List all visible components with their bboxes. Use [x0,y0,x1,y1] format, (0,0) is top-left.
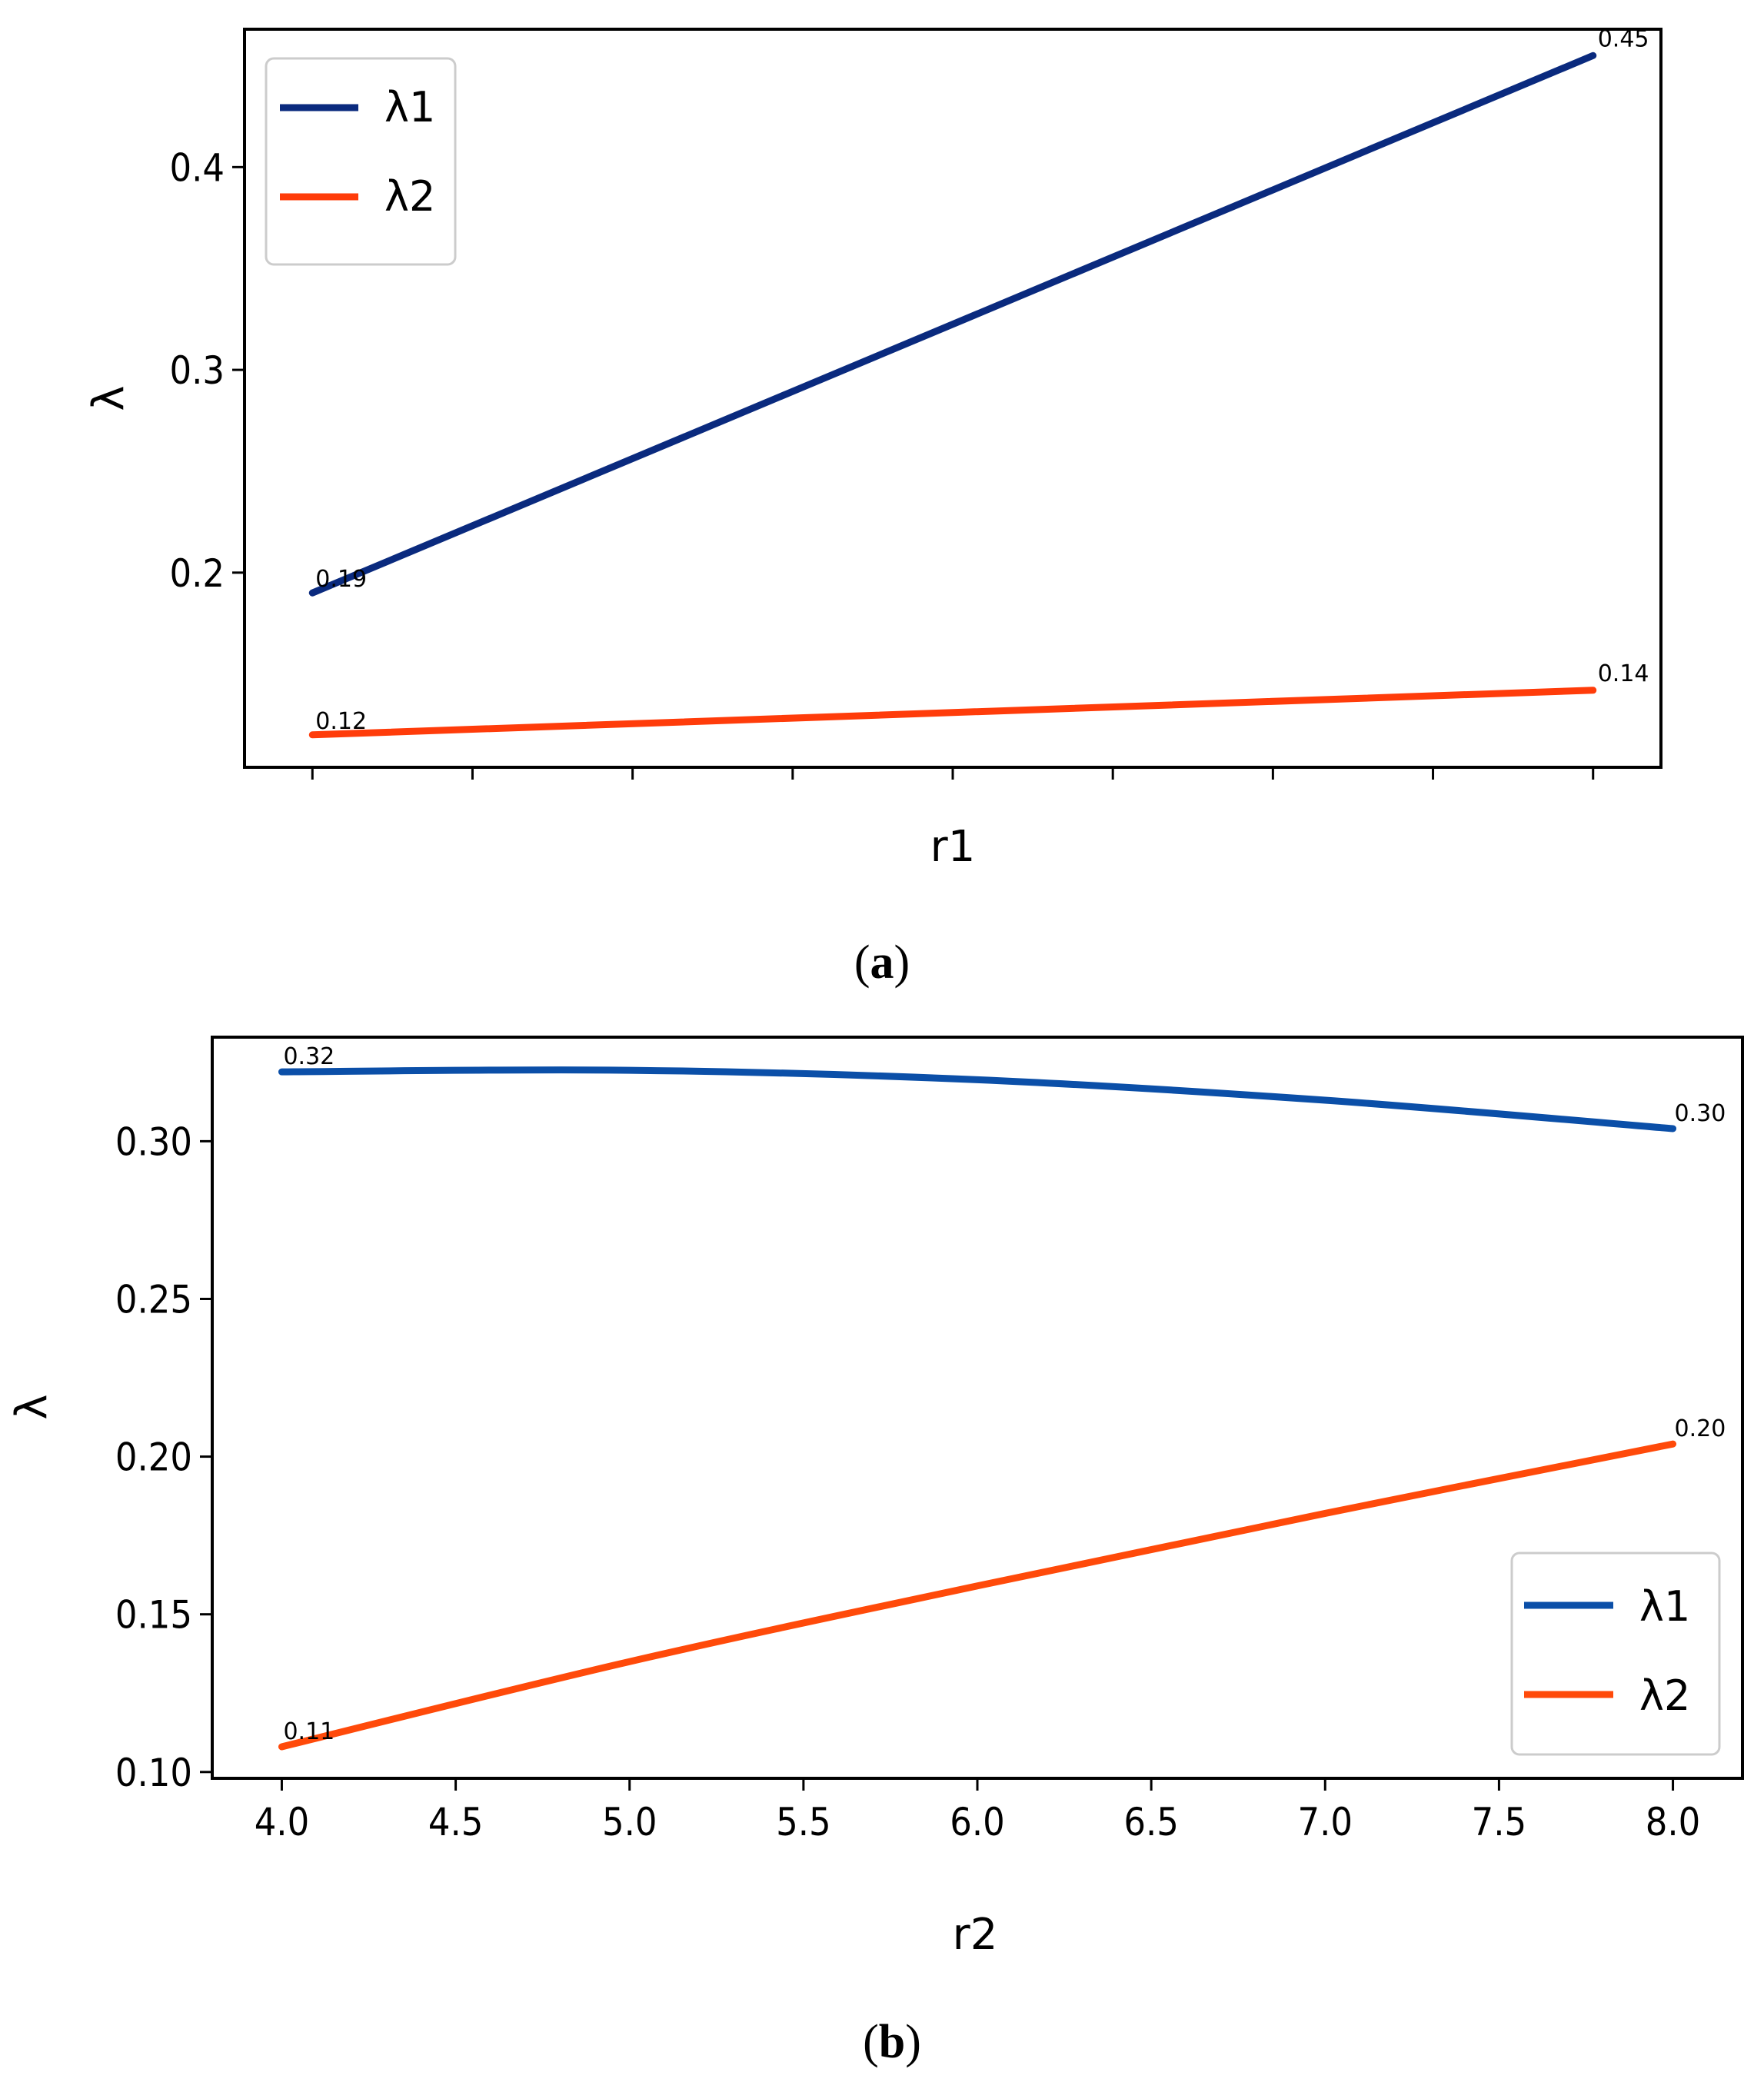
chart-b-point-label-lambda1: 0.32 [283,1043,334,1070]
chart-a-y-tick-label: 0.4 [169,145,225,190]
chart-a-x-axis-label: r1 [930,822,976,872]
chart-a-caption: (a) [854,936,910,989]
chart-b-legend-label-lambda2: λ2 [1639,1671,1690,1720]
chart-a-point-label-lambda2: 0.14 [1598,660,1649,687]
chart-b-series-line-lambda1 [278,1066,1677,1132]
chart-b-y-tick-label: 0.30 [115,1119,192,1164]
chart-b-series-line-lambda2 [278,1440,1677,1751]
chart-a-series-line-lambda1 [308,52,1597,597]
chart-a-y-ticks: 0.2 0.3 0.4 [169,145,245,596]
chart-b-y-tick-label: 0.15 [115,1593,192,1638]
chart-a-series [308,52,1597,739]
chart-b-x-tick-label: 7.5 [1472,1800,1527,1844]
chart-a-point-label-lambda1: 0.45 [1598,25,1649,52]
chart-b-x-tick-label: 5.0 [602,1800,657,1844]
chart-a-caption-letter: a [870,936,894,989]
chart-b-x-tick-label: 6.0 [950,1800,1005,1844]
chart-a-y-tick-label: 0.2 [169,551,225,596]
chart-b-legend-label-lambda1: λ1 [1639,1582,1690,1631]
chart-b-x-tick-label: 4.0 [255,1800,310,1844]
chart-b-legend: λ1 λ2 [1510,1552,1721,1756]
chart-a-point-labels: 0.19 0.45 0.12 0.14 [315,25,1649,735]
chart-b-y-tick-label: 0.25 [115,1277,192,1322]
chart-b-x-axis-label: r2 [953,1910,998,1960]
chart-a-plot-frame [243,28,1662,769]
chart-b-x-tick-label: 4.5 [428,1800,484,1844]
chart-b-y-tick-label: 0.20 [115,1435,192,1480]
chart-a-legend-label-lambda2: λ2 [384,172,435,221]
chart-b-x-tick-label: 6.5 [1123,1800,1179,1844]
chart-a-x-ticks [311,767,1595,780]
chart-b-y-ticks: 0.10 0.15 0.20 0.25 0.30 [115,1119,212,1795]
chart-b-y-tick-label: 0.10 [115,1751,192,1795]
chart-b-point-labels: 0.32 0.30 0.11 0.20 [283,1043,1726,1745]
chart-a-y-axis-label: λ [84,385,134,411]
chart-b-series [278,1066,1677,1751]
chart-a: 0.2 0.3 0.4 0.19 0.45 0.12 0.14 r1 λ λ1 λ2 (a… [84,25,1662,989]
chart-b-y-axis-label: λ [7,1394,57,1419]
chart-b-x-tick-label: 8.0 [1646,1800,1701,1844]
chart-b-x-tick-label: 5.5 [776,1800,831,1844]
chart-b-point-label-lambda2: 0.11 [283,1718,334,1745]
chart-b-x-tick-label: 7.0 [1298,1800,1353,1844]
chart-b-caption-letter: b [879,2016,905,2068]
chart-a-series-line-lambda2 [308,687,1597,739]
chart-a-y-tick-label: 0.3 [169,348,225,393]
chart-a-point-label-lambda1: 0.19 [315,566,367,593]
chart-b-caption: (b) [863,2016,921,2068]
chart-b-point-label-lambda1: 0.30 [1675,1100,1726,1127]
chart-a-legend: λ1 λ2 [265,57,457,266]
chart-b: 4.0 4.5 5.0 5.5 6.0 6.5 7.0 7.5 8.0 0.10 0.15 0.20… [7,1036,1744,2068]
chart-a-point-label-lambda2: 0.12 [315,708,367,735]
chart-a-legend-label-lambda1: λ1 [384,83,435,131]
chart-b-x-ticks: 4.0 4.5 5.0 5.5 6.0 6.5 7.0 7.5 8.0 [255,1778,1701,1844]
chart-b-point-label-lambda2: 0.20 [1675,1415,1726,1442]
